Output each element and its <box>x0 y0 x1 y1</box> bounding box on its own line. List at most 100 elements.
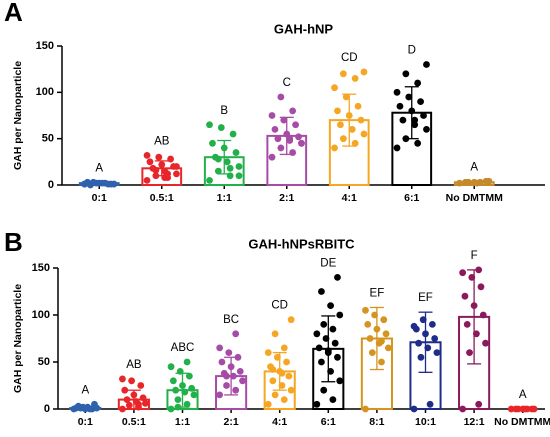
y-axis-label: GAH per Nanoparticle <box>12 61 24 170</box>
data-point <box>269 366 277 373</box>
data-point <box>373 325 381 333</box>
data-point <box>268 153 276 161</box>
data-point <box>167 363 175 371</box>
data-point <box>223 372 230 380</box>
data-point <box>167 405 175 413</box>
data-point <box>417 353 425 361</box>
data-point <box>206 121 213 129</box>
data-point <box>331 84 338 92</box>
data-point <box>320 321 328 328</box>
x-tick-label: 6:1 <box>404 192 419 204</box>
data-point <box>289 149 297 156</box>
data-point <box>348 125 356 133</box>
data-point <box>235 163 243 170</box>
significance-label: CD <box>341 52 358 64</box>
data-point <box>234 353 242 361</box>
data-point <box>419 316 427 324</box>
data-point <box>280 396 288 403</box>
data-point <box>477 283 485 291</box>
data-point <box>351 75 359 82</box>
data-point <box>371 311 379 319</box>
data-point <box>188 384 196 392</box>
data-point <box>278 382 286 389</box>
data-point <box>185 372 193 380</box>
x-tick-label: 4:1 <box>342 192 357 204</box>
data-point <box>278 369 286 377</box>
data-point <box>167 155 174 163</box>
data-point <box>295 133 302 141</box>
data-point <box>408 107 416 115</box>
data-point <box>137 382 145 389</box>
y-axis-label: GAH per Nanoparticle <box>12 284 24 393</box>
data-point <box>271 330 279 338</box>
data-point <box>462 178 469 186</box>
data-point <box>92 179 100 187</box>
data-point <box>362 306 369 314</box>
significance-label: F <box>471 250 478 262</box>
data-point <box>292 121 299 129</box>
data-point <box>345 112 353 119</box>
data-point <box>327 368 334 375</box>
data-point <box>274 353 281 361</box>
data-point <box>277 144 285 152</box>
data-point <box>135 400 142 408</box>
significance-label: EF <box>370 288 385 300</box>
data-point <box>318 288 325 295</box>
data-point <box>324 347 332 355</box>
significance-label: A <box>470 161 478 173</box>
data-point <box>433 349 441 356</box>
data-point <box>119 375 126 383</box>
data-point <box>121 386 129 394</box>
data-point <box>218 358 226 366</box>
data-point <box>285 372 293 380</box>
data-point <box>130 391 138 399</box>
data-point <box>216 344 224 352</box>
data-point <box>143 151 151 159</box>
panel-label: B <box>4 227 23 257</box>
y-tick-label: 100 <box>36 86 54 98</box>
x-tick-label: 2:1 <box>279 192 294 204</box>
data-point <box>424 344 432 352</box>
data-point <box>152 166 160 174</box>
data-point <box>411 116 419 124</box>
data-point <box>141 399 149 407</box>
data-point <box>214 167 222 175</box>
x-tick-label: 0:1 <box>92 192 107 204</box>
data-point <box>378 358 385 366</box>
data-point <box>475 266 483 274</box>
chart-title: GAH-hNPsRBITC <box>248 236 355 251</box>
data-point <box>331 339 339 347</box>
data-point <box>422 330 429 338</box>
data-point <box>322 335 330 342</box>
x-tick-label: 8:1 <box>369 416 384 428</box>
data-point <box>405 93 413 101</box>
data-point <box>183 358 191 366</box>
significance-label: C <box>283 77 291 89</box>
data-point <box>216 391 224 399</box>
data-point <box>428 321 436 328</box>
data-point <box>264 349 272 356</box>
data-point <box>313 400 321 408</box>
significance-label: AB <box>126 359 142 371</box>
x-tick-label: No DMTMM <box>446 192 503 204</box>
data-point <box>220 144 228 152</box>
significance-label: A <box>95 162 103 174</box>
data-point <box>342 93 350 101</box>
data-point <box>354 102 362 110</box>
data-point <box>336 377 344 385</box>
x-tick-label: No DMTMM <box>494 416 550 428</box>
panel-label: A <box>4 0 23 27</box>
data-point <box>402 135 410 143</box>
data-point <box>176 368 184 375</box>
data-point <box>466 349 473 356</box>
data-point <box>232 330 240 338</box>
data-point <box>239 377 246 385</box>
data-point <box>459 405 467 413</box>
significance-label: ABC <box>171 342 195 354</box>
data-point <box>378 337 385 345</box>
data-point <box>174 403 182 411</box>
data-point <box>318 358 325 366</box>
data-point <box>410 405 418 413</box>
data-point <box>277 93 285 101</box>
data-point <box>223 382 230 389</box>
